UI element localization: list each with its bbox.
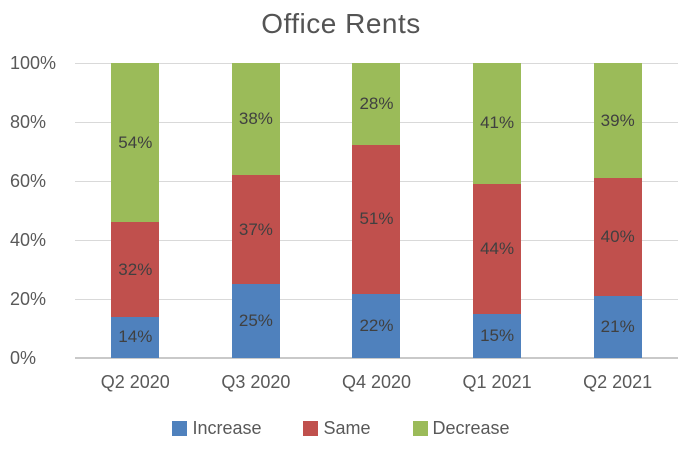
- y-axis-tick-label: 100%: [10, 53, 57, 73]
- bar-value-label: 32%: [118, 259, 153, 279]
- legend-swatch-increase: [172, 421, 188, 436]
- bar-segment-decrease: 39%: [593, 63, 642, 179]
- bar-segment-decrease: 41%: [473, 63, 522, 184]
- gridline: [75, 62, 678, 64]
- bar-value-label: 54%: [118, 132, 153, 152]
- bar-column-q2-2020: 14% 32% 54%: [111, 63, 160, 358]
- y-axis-tick-label: 40%: [10, 230, 47, 250]
- bar-segment-same: 40%: [593, 178, 642, 297]
- legend: Increase Same Decrease: [0, 418, 682, 439]
- bar-segment-decrease: 38%: [231, 63, 280, 176]
- legend-item-decrease: Decrease: [412, 418, 510, 439]
- legend-label: Increase: [192, 418, 262, 438]
- bar-value-label: 51%: [359, 209, 394, 229]
- x-axis-category-label: Q2 2020: [100, 372, 170, 392]
- bar-value-label: 39%: [600, 110, 635, 130]
- y-axis-tick-label: 0%: [10, 348, 37, 368]
- bar-column-q4-2020: 22% 51% 28%: [352, 63, 401, 358]
- bar-segment-same: 37%: [231, 175, 280, 285]
- legend-item-increase: Increase: [172, 418, 261, 439]
- legend-item-same: Same: [303, 418, 371, 439]
- bar-value-label: 41%: [480, 113, 515, 133]
- bar-segment-increase: 15%: [473, 313, 522, 358]
- bar-value-label: 40%: [600, 227, 635, 247]
- bar-value-label: 38%: [238, 109, 273, 129]
- bar-segment-same: 32%: [111, 222, 160, 317]
- y-axis-tick-label: 20%: [10, 289, 47, 309]
- bar-value-label: 44%: [480, 238, 515, 258]
- bar-group: 14% 32% 54% 25% 37% 38% 22% 51% 28% 15% 44% 41% 21% 4…: [75, 63, 678, 358]
- bar-column-q2-2021: 21% 40% 39%: [593, 63, 642, 358]
- bar-value-label: 25%: [238, 311, 273, 331]
- x-axis-category-label: Q1 2021: [462, 372, 532, 392]
- y-axis-tick-label: 80%: [10, 112, 47, 132]
- legend-label: Decrease: [432, 418, 510, 438]
- bar-value-label: 14%: [118, 327, 153, 347]
- bar-segment-increase: 14%: [111, 316, 160, 358]
- bar-column-q1-2021: 15% 44% 41%: [473, 63, 522, 358]
- bar-value-label: 37%: [238, 219, 273, 239]
- x-axis: Q2 2020 Q3 2020 Q4 2020 Q1 2021 Q2 2021: [75, 372, 678, 393]
- bar-value-label: 22%: [359, 315, 394, 335]
- bar-segment-increase: 22%: [352, 293, 401, 358]
- plot-area: 14% 32% 54% 25% 37% 38% 22% 51% 28% 15% 44% 41% 21% 4…: [75, 62, 678, 359]
- bar-segment-increase: 25%: [231, 284, 280, 358]
- bar-value-label: 21%: [600, 317, 635, 337]
- gridline: [75, 357, 678, 359]
- bar-segment-increase: 21%: [593, 296, 642, 358]
- y-axis-tick-label: 60%: [10, 171, 47, 191]
- bar-segment-decrease: 54%: [111, 63, 160, 223]
- bar-value-label: 15%: [480, 325, 515, 345]
- x-axis-category-label: Q2 2021: [583, 372, 653, 392]
- bar-column-q3-2020: 25% 37% 38%: [231, 63, 280, 358]
- bar-segment-same: 44%: [473, 183, 522, 314]
- y-axis: 0% 20% 40% 60% 80% 100%: [0, 53, 70, 368]
- x-axis-category-label: Q3 2020: [221, 372, 291, 392]
- x-axis-category-label: Q4 2020: [341, 372, 412, 392]
- bar-segment-decrease: 28%: [352, 63, 401, 145]
- legend-swatch-same: [303, 421, 319, 436]
- chart-title: Office Rents: [261, 8, 421, 39]
- bar-segment-same: 51%: [352, 144, 401, 294]
- legend-swatch-decrease: [412, 421, 428, 436]
- bar-value-label: 28%: [359, 93, 394, 113]
- legend-label: Same: [323, 418, 371, 438]
